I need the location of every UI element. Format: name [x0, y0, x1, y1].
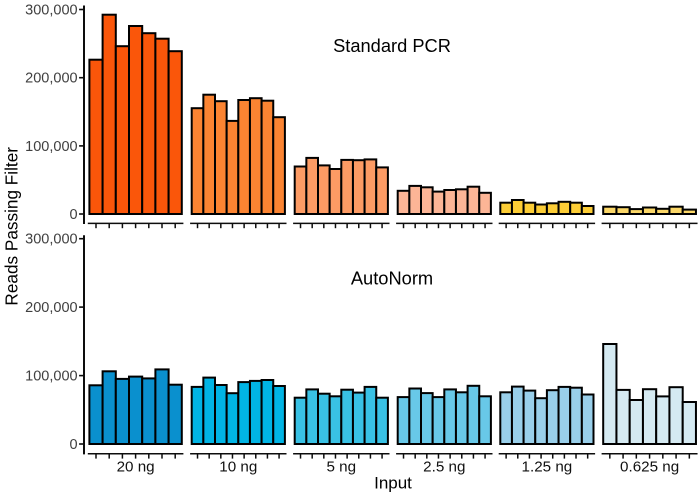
svg-text:Standard PCR: Standard PCR [333, 35, 451, 56]
svg-text:100,000: 100,000 [25, 369, 77, 385]
svg-text:Input: Input [374, 474, 412, 493]
svg-text:0: 0 [70, 437, 78, 453]
svg-text:Reads Passing Filter: Reads Passing Filter [1, 147, 21, 306]
svg-text:5 ng: 5 ng [327, 459, 357, 476]
svg-text:100,000: 100,000 [25, 139, 77, 155]
svg-text:300,000: 300,000 [25, 232, 77, 248]
svg-text:2.5 ng: 2.5 ng [423, 459, 465, 476]
svg-text:0.625 ng: 0.625 ng [620, 459, 679, 476]
svg-text:200,000: 200,000 [25, 71, 77, 87]
svg-text:10 ng: 10 ng [219, 459, 257, 476]
svg-text:AutoNorm: AutoNorm [351, 268, 433, 289]
svg-text:1.25 ng: 1.25 ng [522, 459, 573, 476]
svg-text:200,000: 200,000 [25, 300, 77, 316]
svg-text:0: 0 [70, 207, 78, 223]
svg-text:20 ng: 20 ng [117, 459, 155, 476]
svg-text:300,000: 300,000 [25, 2, 77, 18]
